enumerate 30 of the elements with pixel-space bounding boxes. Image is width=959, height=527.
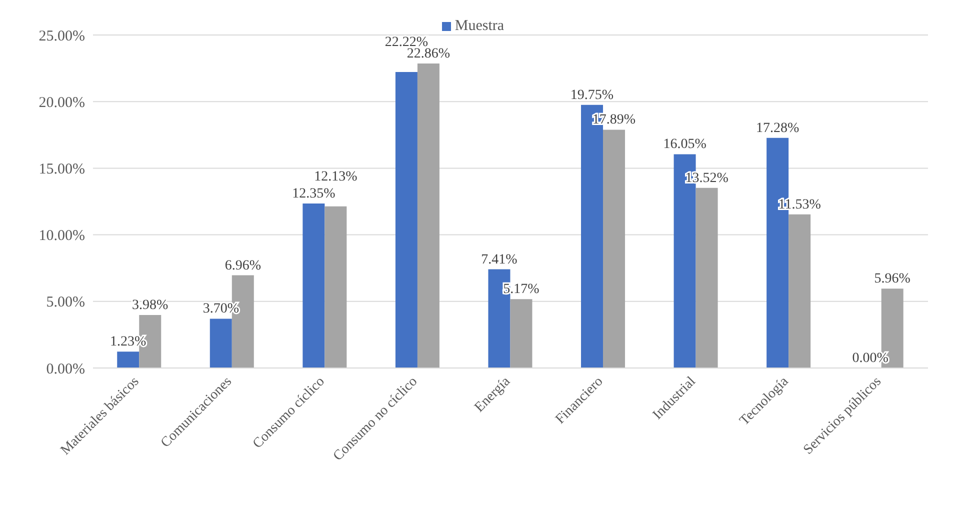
- y-tick-label: 25.00%: [38, 28, 85, 44]
- data-label: 12.35%: [292, 186, 336, 202]
- bar: [210, 318, 232, 368]
- y-tick-label: 15.00%: [38, 162, 85, 178]
- y-tick-label: 10.00%: [38, 228, 85, 244]
- data-label: 5.96%: [874, 272, 911, 287]
- data-label: 3.98%: [132, 298, 169, 313]
- bar: [603, 130, 626, 368]
- data-label: 6.96%: [224, 258, 262, 274]
- bar: [788, 214, 811, 368]
- bar: [696, 188, 718, 368]
- legend-label: Muestra: [454, 18, 504, 35]
- bar: [510, 299, 532, 368]
- bar: [302, 204, 325, 368]
- data-label: 22.86%: [406, 46, 450, 62]
- y-tick-label: 0.00%: [46, 361, 85, 378]
- data-label: 19.75%: [570, 88, 614, 103]
- y-tick-label: 20.00%: [38, 94, 85, 111]
- data-label: 12.13%: [314, 169, 358, 184]
- data-label: 17.28%: [756, 120, 800, 136]
- bar: [117, 352, 140, 368]
- data-label: 7.41%: [481, 252, 518, 268]
- data-label: 3.70%: [202, 302, 240, 317]
- data-label: 16.05%: [663, 137, 707, 152]
- bar: [324, 206, 347, 368]
- y-tick-label: 5.00%: [46, 294, 85, 311]
- bar: [417, 64, 440, 368]
- data-label: 1.23%: [110, 334, 147, 350]
- bar: [395, 72, 418, 368]
- data-label: 0.00%: [852, 350, 889, 366]
